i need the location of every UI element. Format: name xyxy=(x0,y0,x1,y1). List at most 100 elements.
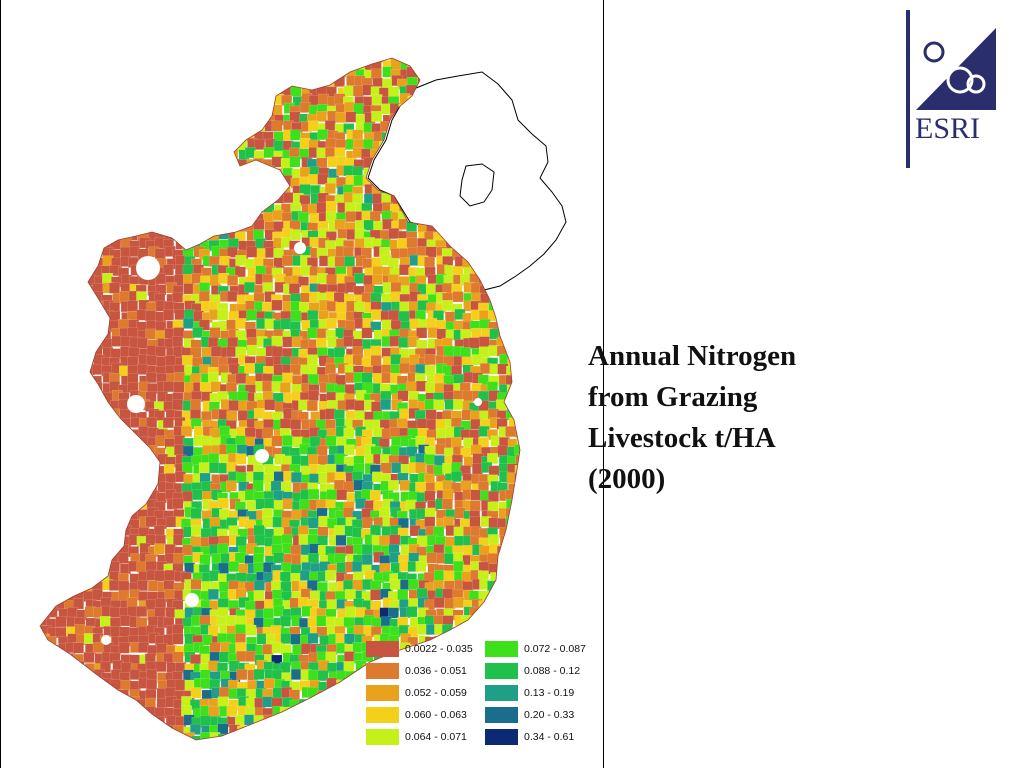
district-cell xyxy=(184,102,196,114)
district-cell xyxy=(245,650,257,662)
district-cell xyxy=(283,742,294,753)
district-cell xyxy=(47,644,59,656)
lake-gap xyxy=(474,398,482,406)
legend-label: 0.20 - 0.33 xyxy=(524,709,575,721)
district-cell xyxy=(308,454,319,466)
district-cell xyxy=(244,176,256,188)
district-cell xyxy=(66,58,78,70)
district-cell xyxy=(218,132,230,144)
district-cell xyxy=(316,615,328,627)
district-cell xyxy=(309,743,320,754)
district-cell xyxy=(525,284,536,295)
district-cell xyxy=(67,229,79,241)
district-cell xyxy=(192,148,204,159)
district-cell xyxy=(56,237,68,249)
district-cell xyxy=(57,355,68,367)
district-cell xyxy=(292,65,303,77)
district-cell xyxy=(117,111,129,123)
district-cell xyxy=(326,489,338,501)
district-cell xyxy=(217,103,228,115)
district-cell xyxy=(211,58,223,62)
district-cell xyxy=(264,732,276,740)
district-cell xyxy=(324,183,336,194)
district-cell xyxy=(506,321,518,333)
district-cell xyxy=(523,546,534,557)
district-cell xyxy=(238,194,249,206)
district-cell xyxy=(469,616,481,628)
district-cell xyxy=(210,381,222,393)
district-cell xyxy=(517,410,520,422)
district-cell xyxy=(317,690,328,702)
district-cell xyxy=(64,681,76,693)
district-cell xyxy=(453,560,465,572)
district-cell xyxy=(75,185,87,197)
district-cell xyxy=(109,438,121,450)
district-cell xyxy=(399,362,411,374)
district-cell xyxy=(118,148,130,160)
district-cell xyxy=(56,402,68,414)
district-cell xyxy=(370,355,382,367)
district-cell xyxy=(40,670,41,682)
district-cell xyxy=(65,690,77,702)
district-cell xyxy=(460,625,472,636)
district-cell xyxy=(513,95,520,107)
district-cell xyxy=(514,283,520,295)
district-cell xyxy=(227,275,239,286)
district-cell xyxy=(109,606,121,618)
district-cell xyxy=(40,337,49,349)
district-cell xyxy=(352,85,364,97)
district-cell xyxy=(103,742,114,753)
district-cell xyxy=(126,219,138,230)
district-cell xyxy=(389,335,401,347)
district-cell xyxy=(326,318,337,329)
district-cell xyxy=(344,101,355,113)
district-cell xyxy=(57,724,69,736)
district-cell xyxy=(81,130,93,142)
district-cell xyxy=(183,86,194,98)
district-cell xyxy=(45,265,57,277)
district-cell xyxy=(199,192,210,204)
district-cell xyxy=(416,58,428,69)
district-cell xyxy=(40,445,51,457)
district-cell xyxy=(515,626,520,638)
district-cell xyxy=(198,319,210,331)
district-cell xyxy=(334,525,345,536)
district-cell xyxy=(164,687,176,698)
district-cell xyxy=(85,327,97,338)
district-cell xyxy=(444,553,455,565)
district-cell xyxy=(193,192,205,203)
district-cell xyxy=(146,220,157,232)
district-cell xyxy=(515,554,520,566)
district-cell xyxy=(218,148,229,159)
district-cell xyxy=(146,678,158,690)
district-cell xyxy=(208,120,220,132)
district-cell xyxy=(40,546,52,557)
district-cell xyxy=(263,212,274,223)
district-cell xyxy=(40,517,51,529)
district-cell xyxy=(46,105,58,117)
district-cell xyxy=(201,113,212,124)
district-cell xyxy=(325,146,336,158)
district-cell xyxy=(58,130,70,141)
district-cell xyxy=(210,213,222,225)
district-cell xyxy=(343,579,354,591)
district-cell xyxy=(525,564,536,575)
district-cell xyxy=(84,447,96,458)
district-cell xyxy=(220,96,231,108)
district-cell xyxy=(453,399,464,410)
district-cell xyxy=(47,166,58,178)
district-cell xyxy=(317,735,329,740)
slide-title: Annual Nitrogen from Grazing Livestock t… xyxy=(588,336,858,500)
district-cell xyxy=(40,400,50,412)
district-cell xyxy=(49,141,61,153)
district-cell xyxy=(527,580,538,591)
district-cell xyxy=(453,626,465,638)
district-cell xyxy=(47,688,59,699)
district-cell xyxy=(145,175,157,187)
district-cell xyxy=(506,59,517,71)
district-cell xyxy=(64,338,75,350)
district-cell xyxy=(57,543,69,555)
district-cell xyxy=(76,483,88,495)
district-cell xyxy=(209,744,220,755)
district-cell xyxy=(175,149,187,161)
